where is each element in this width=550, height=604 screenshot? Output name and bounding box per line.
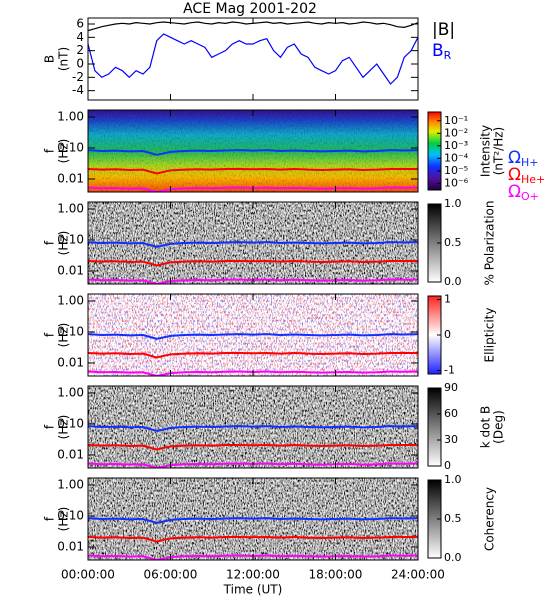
y-axis-label: B [43,55,57,63]
colorbar-label: (Deg) [492,410,506,444]
cyclotron-line [88,241,418,248]
x-tick-label: 24:00:00 [391,568,445,582]
x-tick-label: 18:00:00 [309,568,363,582]
colorbar-tick-label: 0.5 [444,236,462,249]
y-tick-label: 0.10 [57,324,84,338]
cyclotron-line [88,333,418,340]
x-tick-label: 06:00:00 [144,568,198,582]
y-axis-label: (Hz) [57,415,71,440]
y-tick-label: 6 [76,17,84,31]
colorbar-tick-label: 1.0 [444,473,462,486]
chart-title: ACE Mag 2001-202 [183,1,317,17]
y-tick-label: 0.01 [57,355,84,369]
cyclotron-line [88,351,418,359]
legend-entry: ΩHe+ [508,165,545,186]
legend-entry: BR [432,41,452,62]
y-tick-label: 1.00 [57,385,84,399]
y-tick-label: 1.00 [57,477,84,491]
colorbar-tick-label: 0.5 [444,512,462,525]
y-axis-label: f [43,516,57,521]
line [88,33,418,85]
colorbar-label: Coherency [483,487,497,551]
y-tick-label: 0.01 [57,263,84,277]
y-axis-label: f [43,332,57,337]
y-tick-label: 0.10 [57,232,84,246]
panel [88,478,418,560]
y-tick-label: 0.01 [57,447,84,461]
colorbar-tick-label: 10⁻⁵ [444,164,468,177]
colorbar-tick-label: 90 [444,381,458,394]
colorbar-tick-label: 10⁻⁶ [444,176,469,189]
y-tick-label: 2 [76,43,84,57]
cyclotron-line [88,259,418,267]
panel [88,21,418,85]
colorbar-tick-label: 10⁻¹ [444,114,468,127]
panel [88,386,418,468]
colorbar-tick-label: -1 [444,363,455,376]
y-tick-label: 1.00 [57,293,84,307]
cyclotron-line [88,425,418,432]
y-tick-label: 0.10 [57,416,84,430]
y-axis-label: (Hz) [57,507,71,532]
colorbar-tick-label: 10⁻³ [444,139,468,152]
y-axis-label: f [43,424,57,429]
colorbar-label: Intensity [479,125,493,177]
y-axis-label: (Hz) [57,323,71,348]
y-tick-label: 0.10 [57,140,84,154]
colorbar-tick-label: 0.0 [444,275,462,288]
panel [88,294,418,376]
colorbar [427,387,442,467]
y-tick-label: 4 [76,30,84,44]
cyclotron-line [88,535,418,543]
y-axis-label: (Hz) [57,139,71,164]
cyclotron-line [88,167,418,175]
y-tick-label: 1.00 [57,109,84,123]
y-tick-label: 0.10 [57,508,84,522]
y-tick-label: -4 [72,83,84,97]
colorbar-tick-label: 0 [444,328,451,341]
cyclotron-line [88,149,418,156]
axes-frame [87,17,419,101]
colorbar-tick-label: 30 [444,433,458,446]
colorbar [427,111,442,191]
colorbar-tick-label: 1 [444,293,451,306]
cyclotron-line [88,443,418,451]
colorbar-label: Ellipticity [483,308,497,363]
colorbar-label: (nT²/Hz) [492,127,506,175]
panel [88,110,418,192]
x-tick-label: 00:00:00 [61,568,115,582]
legend-entry: ΩH+ [508,148,539,169]
y-axis-label: f [43,148,57,153]
colorbar-tick-label: 1.0 [444,197,462,210]
y-axis-label: (Hz) [57,231,71,256]
x-axis-label: Time (UT) [223,583,283,597]
y-tick-label: 0.01 [57,539,84,553]
colorbar-tick-label: 0.0 [444,551,462,564]
cyclotron-line [88,517,418,524]
y-tick-label: 0.01 [57,171,84,185]
x-tick-label: 12:00:00 [226,568,280,582]
legend-entry: |B| [432,20,455,40]
legend-entry: ΩO+ [508,182,539,203]
y-axis-label: f [43,240,57,245]
colorbar-tick-label: 10⁻⁴ [444,151,469,164]
colorbar-label: % Polarization [483,201,497,286]
colorbar-tick-label: 10⁻² [444,126,468,139]
y-tick-label: 1.00 [57,201,84,215]
colorbar-tick-label: 60 [444,407,458,420]
y-tick-label: 0 [76,57,84,71]
panel [88,202,418,284]
colorbar-tick-label: 0 [444,459,451,472]
y-tick-label: -2 [72,70,84,84]
colorbar-label: k dot B [479,406,493,448]
y-axis-label: (nT) [57,47,71,71]
